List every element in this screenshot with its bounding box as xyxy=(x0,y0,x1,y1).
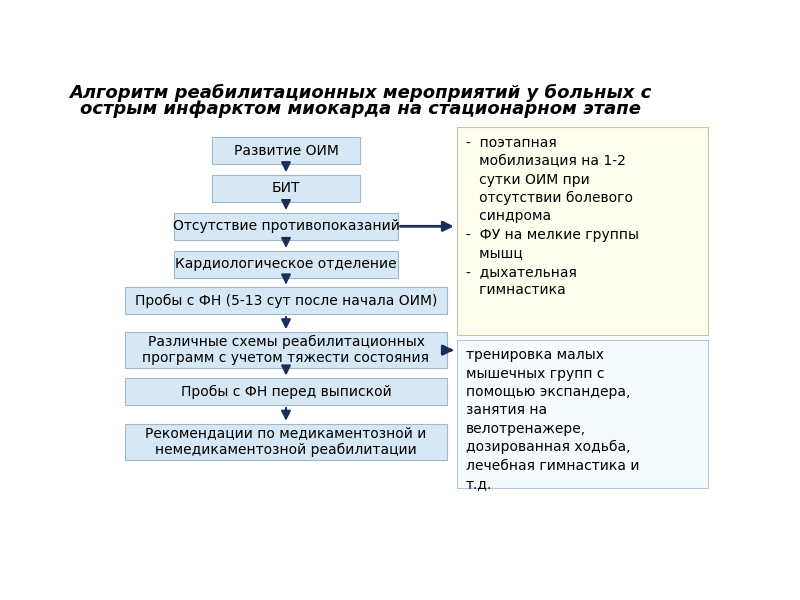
FancyBboxPatch shape xyxy=(174,213,398,240)
Text: -  поэтапная
   мобилизация на 1-2
   сутки ОИМ при
   отсутствии болевого
   си: - поэтапная мобилизация на 1-2 сутки ОИМ… xyxy=(466,136,638,297)
Text: Алгоритм реабилитационных мероприятий у больных с: Алгоритм реабилитационных мероприятий у … xyxy=(70,83,651,102)
FancyBboxPatch shape xyxy=(174,251,398,278)
FancyBboxPatch shape xyxy=(211,175,360,202)
FancyBboxPatch shape xyxy=(125,424,447,460)
FancyBboxPatch shape xyxy=(125,379,447,405)
FancyBboxPatch shape xyxy=(457,127,708,335)
Text: Пробы с ФН (5-13 сут после начала ОИМ): Пробы с ФН (5-13 сут после начала ОИМ) xyxy=(135,293,437,308)
Text: Различные схемы реабилитационных
программ с учетом тяжести состояния: Различные схемы реабилитационных програм… xyxy=(142,335,430,365)
Text: Рекомендации по медикаментозной и
немедикаментозной реабилитации: Рекомендации по медикаментозной и немеди… xyxy=(146,427,426,457)
Text: Кардиологическое отделение: Кардиологическое отделение xyxy=(175,257,397,271)
Text: БИТ: БИТ xyxy=(272,181,300,196)
Text: Развитие ОИМ: Развитие ОИМ xyxy=(234,143,338,158)
Text: тренировка малых
мышечных групп с
помощью экспандера,
занятия на
велотренажере,
: тренировка малых мышечных групп с помощь… xyxy=(466,348,639,491)
FancyBboxPatch shape xyxy=(125,287,447,314)
FancyBboxPatch shape xyxy=(457,340,708,488)
Text: Отсутствие противопоказаний: Отсутствие противопоказаний xyxy=(173,220,399,233)
Text: Пробы с ФН перед выпиской: Пробы с ФН перед выпиской xyxy=(181,385,391,399)
Text: острым инфарктом миокарда на стационарном этапе: острым инфарктом миокарда на стационарно… xyxy=(80,100,641,118)
FancyBboxPatch shape xyxy=(211,137,360,164)
FancyBboxPatch shape xyxy=(125,332,447,368)
